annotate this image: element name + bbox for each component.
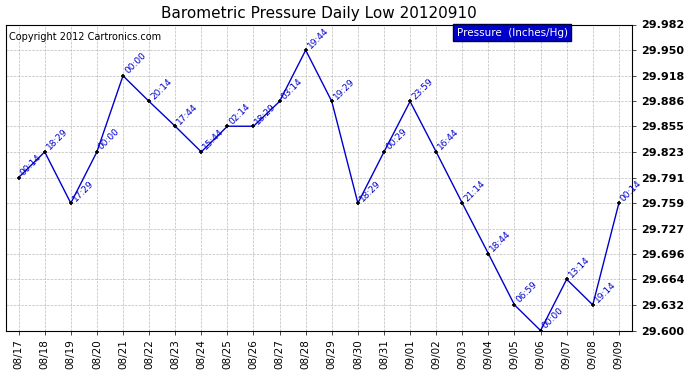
Point [13, 174, 24, 180]
Point [561, 276, 572, 282]
Text: 00:14: 00:14 [619, 178, 644, 203]
Point [587, 302, 598, 308]
Text: 23:59: 23:59 [410, 77, 435, 101]
Point [222, 123, 233, 129]
Point [378, 149, 389, 155]
Point [509, 302, 520, 308]
Text: 18:29: 18:29 [358, 178, 382, 203]
Point [404, 98, 415, 104]
Point [353, 200, 364, 206]
Point [117, 73, 128, 79]
Text: 18:29: 18:29 [45, 127, 69, 152]
Point [39, 149, 50, 155]
Point [483, 251, 494, 257]
Point [274, 98, 285, 104]
Point [300, 47, 311, 53]
Point [144, 98, 155, 104]
Point [248, 123, 259, 129]
Text: 18:44: 18:44 [489, 229, 513, 254]
Text: 16:44: 16:44 [436, 128, 461, 152]
Text: Pressure  (Inches/Hg): Pressure (Inches/Hg) [457, 27, 568, 38]
Point [326, 98, 337, 104]
Point [196, 149, 207, 155]
Point [457, 200, 468, 206]
Text: 00:00: 00:00 [97, 127, 121, 152]
Text: 13:14: 13:14 [566, 255, 591, 279]
Text: 21:14: 21:14 [462, 178, 486, 203]
Point [91, 149, 102, 155]
Text: 19:14: 19:14 [593, 280, 618, 305]
Text: 20:14: 20:14 [149, 77, 174, 101]
Point [535, 327, 546, 333]
Text: 18:29: 18:29 [253, 102, 278, 126]
Text: 00:00: 00:00 [540, 306, 565, 330]
Text: 00:14: 00:14 [19, 153, 43, 177]
Text: 02:14: 02:14 [228, 102, 252, 126]
Text: 15:44: 15:44 [201, 128, 226, 152]
Text: 17:29: 17:29 [71, 178, 95, 203]
Text: 19:29: 19:29 [332, 77, 356, 101]
Text: Copyright 2012 Cartronics.com: Copyright 2012 Cartronics.com [9, 32, 161, 42]
Point [170, 123, 181, 129]
Text: 03:14: 03:14 [279, 77, 304, 101]
Text: 19:44: 19:44 [306, 26, 331, 50]
Point [431, 149, 442, 155]
Point [613, 200, 624, 206]
Title: Barometric Pressure Daily Low 20120910: Barometric Pressure Daily Low 20120910 [161, 6, 477, 21]
Text: 17:44: 17:44 [175, 102, 199, 126]
Text: 00:29: 00:29 [384, 127, 408, 152]
Text: 00:00: 00:00 [123, 51, 148, 76]
Point [66, 200, 77, 206]
Text: 06:59: 06:59 [515, 280, 539, 305]
